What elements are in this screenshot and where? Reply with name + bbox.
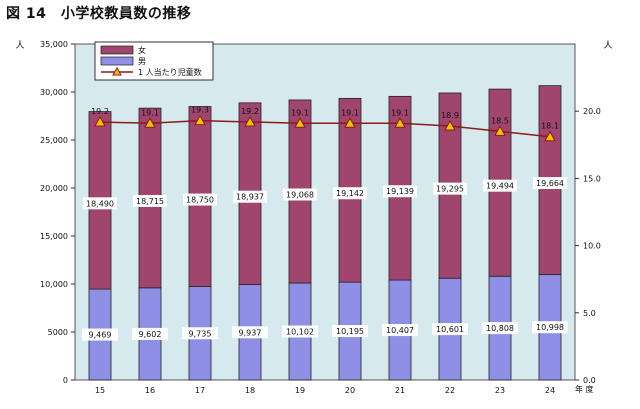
line-marker bbox=[144, 117, 156, 128]
data-label: 19,664 bbox=[536, 179, 564, 188]
legend: 女男1 人当たり児童数 bbox=[94, 41, 214, 81]
data-label-box bbox=[483, 179, 517, 192]
x-tick-label: 15 bbox=[95, 386, 105, 395]
data-label: 19,142 bbox=[336, 189, 364, 198]
line-label: 18.9 bbox=[441, 111, 459, 120]
line-series bbox=[99, 119, 551, 138]
data-label-box bbox=[82, 328, 118, 341]
line-marker bbox=[494, 125, 506, 136]
legend-line-marker bbox=[112, 66, 122, 76]
data-label: 10,601 bbox=[436, 325, 464, 334]
line-label: 19.3 bbox=[191, 106, 209, 115]
x-axis-label: 年 度 bbox=[575, 384, 594, 394]
line-series-group: 19.2 19.1 19.3 19.2 19.1 19.1 19.1 18.9 18.5 18.1 bbox=[91, 106, 559, 142]
data-label-box bbox=[83, 197, 117, 210]
data-label-box bbox=[383, 185, 417, 198]
legend-label-line: 1 人当たり児童数 bbox=[138, 67, 202, 77]
left-tick-label: 0 bbox=[63, 376, 68, 385]
data-label: 9,937 bbox=[239, 328, 262, 337]
data-label-box bbox=[333, 187, 367, 200]
data-label: 9,602 bbox=[139, 330, 162, 339]
data-label-box bbox=[482, 322, 518, 335]
data-label: 18,750 bbox=[186, 196, 214, 205]
line-label: 19.1 bbox=[341, 108, 359, 117]
data-label-box bbox=[382, 324, 418, 337]
data-label: 10,195 bbox=[336, 327, 364, 336]
legend-label-male: 男 bbox=[138, 57, 146, 66]
line-label: 18.5 bbox=[491, 116, 509, 125]
line-label: 19.2 bbox=[241, 107, 259, 116]
data-label-box bbox=[132, 327, 168, 340]
data-label-box bbox=[182, 327, 218, 340]
data-label: 18,715 bbox=[136, 197, 164, 206]
figure-title: 図 14 小学校教員数の推移 bbox=[6, 6, 192, 22]
data-label-box bbox=[332, 325, 368, 338]
data-label-box bbox=[433, 182, 467, 195]
data-label-box bbox=[532, 321, 568, 334]
x-tick-label: 19 bbox=[295, 386, 305, 395]
line-marker bbox=[394, 117, 406, 128]
line-marker bbox=[444, 119, 456, 131]
left-tick-label: 25,000 bbox=[40, 136, 68, 145]
line-marker bbox=[294, 117, 306, 128]
axes-group: 0 5000 10,000 15,000 20,000 25,000 30,000 35,00… bbox=[15, 40, 612, 395]
line-label: 18.1 bbox=[541, 122, 559, 131]
left-axis-unit: 人 bbox=[15, 40, 24, 51]
left-tick-label: 20,000 bbox=[40, 184, 68, 193]
line-label: 19.2 bbox=[91, 107, 109, 116]
data-label-box bbox=[282, 325, 318, 338]
data-label-box bbox=[432, 323, 468, 336]
legend-swatch-female bbox=[100, 45, 134, 55]
right-tick-label: 15.0 bbox=[583, 174, 601, 183]
line-marker bbox=[544, 130, 556, 142]
data-label: 9,469 bbox=[89, 331, 112, 340]
data-label: 10,102 bbox=[286, 328, 314, 337]
legend-label-female: 女 bbox=[138, 45, 146, 55]
right-axis-unit: 人 bbox=[603, 40, 612, 51]
right-tick-label: 5.0 bbox=[583, 309, 596, 318]
line-marker bbox=[194, 114, 206, 126]
line-label: 19.1 bbox=[141, 108, 159, 117]
left-tick-label: 30,000 bbox=[40, 88, 68, 97]
line-marker bbox=[94, 115, 106, 127]
data-label-box bbox=[232, 326, 268, 339]
data-label-box bbox=[183, 193, 217, 206]
left-tick-label: 15,000 bbox=[40, 232, 68, 241]
data-label: 19,494 bbox=[486, 182, 514, 191]
x-tick-label: 16 bbox=[145, 386, 155, 395]
x-tick-label: 20 bbox=[345, 386, 355, 395]
line-marker bbox=[344, 117, 356, 128]
data-label: 19,139 bbox=[386, 187, 414, 196]
left-tick-label: 35,000 bbox=[40, 40, 68, 49]
x-tick-label: 18 bbox=[245, 386, 255, 395]
data-label-box bbox=[283, 188, 317, 201]
x-tick-label: 21 bbox=[395, 386, 405, 395]
line-marker bbox=[244, 115, 256, 127]
data-label: 10,808 bbox=[486, 324, 514, 333]
data-label: 10,407 bbox=[386, 326, 414, 335]
line-label: 19.1 bbox=[391, 108, 409, 117]
right-tick-label: 20.0 bbox=[583, 107, 601, 116]
data-label: 18,937 bbox=[236, 193, 264, 202]
right-tick-label: 0.0 bbox=[583, 376, 596, 385]
x-tick-label: 17 bbox=[195, 386, 205, 395]
x-tick-label: 24 bbox=[545, 386, 555, 395]
data-label-box bbox=[233, 190, 267, 203]
data-label: 19,295 bbox=[436, 185, 464, 194]
x-tick-label: 22 bbox=[445, 386, 455, 395]
data-label-box bbox=[533, 177, 567, 190]
left-tick-label: 10,000 bbox=[40, 280, 68, 289]
data-label: 9,735 bbox=[189, 329, 212, 338]
data-label-box bbox=[133, 194, 167, 207]
right-tick-label: 10.0 bbox=[583, 242, 601, 251]
x-tick-label: 23 bbox=[495, 386, 505, 395]
data-label: 19,068 bbox=[286, 190, 314, 199]
legend-swatch-male bbox=[100, 56, 134, 66]
data-label: 18,490 bbox=[86, 199, 114, 208]
line-label: 19.1 bbox=[291, 108, 309, 117]
left-tick-label: 5000 bbox=[48, 328, 68, 337]
bar-labels-group: 18,490 9,469 18,715 9,602 18,750 9,735 18,937 9… bbox=[82, 177, 568, 341]
data-label: 10,998 bbox=[536, 323, 564, 332]
